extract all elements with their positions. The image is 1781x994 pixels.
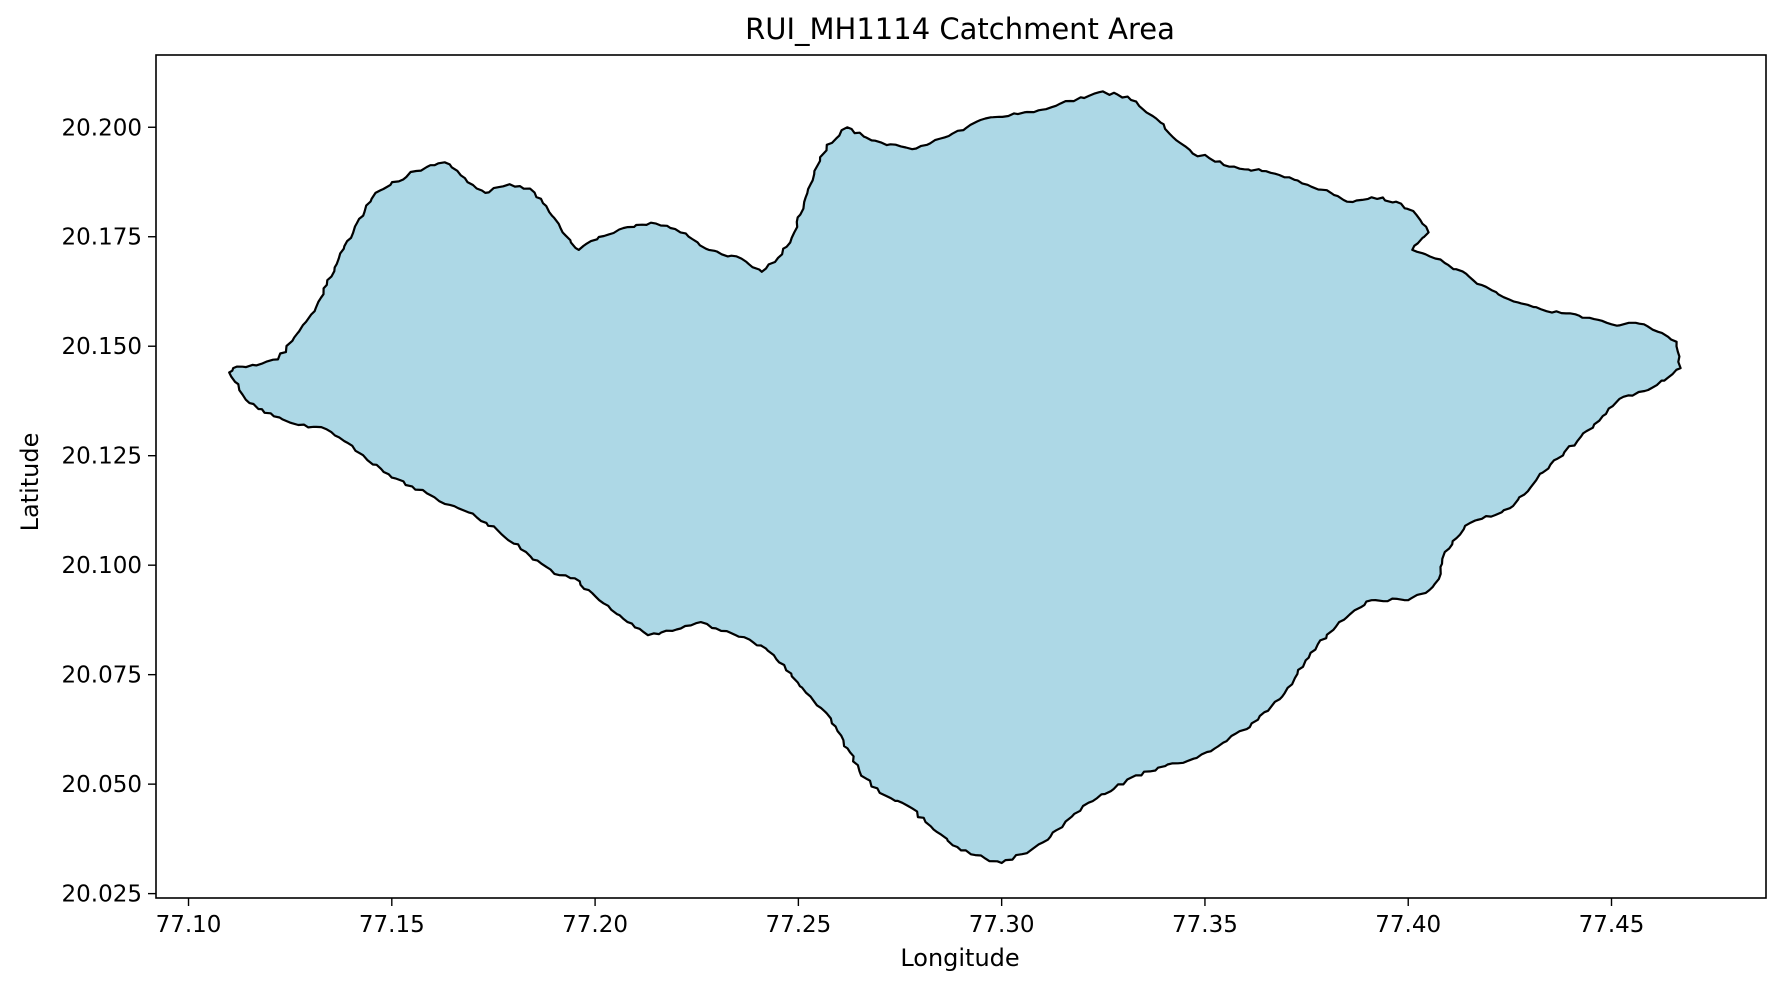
y-tick-label: 20.025 (62, 882, 142, 908)
x-tick-label: 77.45 (1579, 912, 1645, 938)
map-title: RUI_MH1114 Catchment Area (745, 12, 1175, 46)
y-tick-label: 20.175 (62, 225, 142, 251)
y-tick-label: 20.125 (62, 444, 142, 470)
y-tick-label: 20.075 (62, 663, 142, 689)
y-tick-label: 20.150 (62, 334, 142, 360)
catchment-polygon (228, 90, 1682, 865)
x-tick-label: 77.35 (1172, 912, 1238, 938)
plot-frame (155, 54, 1767, 899)
x-tick-label: 77.25 (765, 912, 831, 938)
x-tick-label: 77.20 (562, 912, 628, 938)
x-tick-label: 77.10 (156, 912, 222, 938)
y-tick-label: 20.100 (62, 553, 142, 579)
x-tick-label: 77.15 (359, 912, 425, 938)
x-axis: 77.10 77.15 77.20 77.25 77.30 77.35 77.40 77.45 (156, 898, 1645, 938)
x-tick-label: 77.40 (1375, 912, 1441, 938)
x-tick-label: 77.30 (969, 912, 1035, 938)
y-tick-label: 20.050 (62, 772, 142, 798)
y-axis: 20.025 20.050 20.075 20.100 20.125 20.150 20.1… (62, 115, 156, 908)
y-axis-label: Latitude (16, 433, 44, 532)
plot-area (155, 54, 1767, 899)
x-axis-label: Longitude (900, 944, 1019, 972)
y-tick-label: 20.200 (62, 115, 142, 141)
